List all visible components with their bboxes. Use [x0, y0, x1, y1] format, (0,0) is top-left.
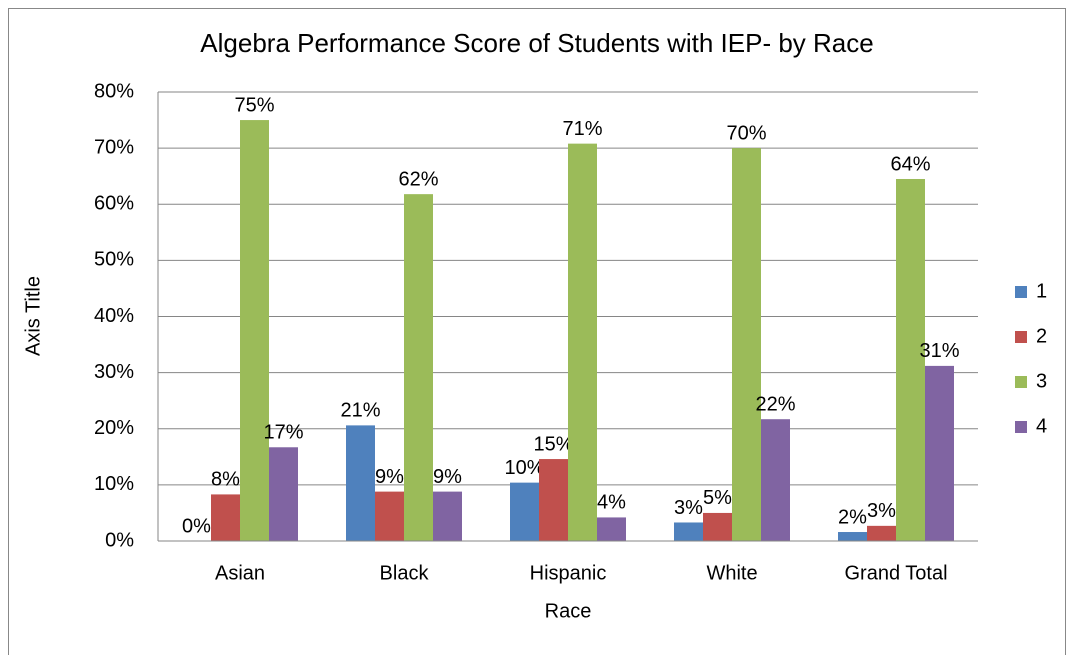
value-label: 9%: [433, 466, 462, 488]
value-label: 31%: [919, 340, 959, 362]
bar: [346, 425, 375, 541]
y-tick-label: 40%: [94, 305, 134, 327]
bar: [404, 194, 433, 541]
y-tick-label: 70%: [94, 136, 134, 158]
legend-swatch: [1015, 376, 1027, 388]
legend-swatch: [1015, 421, 1027, 433]
bar: [732, 148, 761, 541]
y-tick-label: 50%: [94, 249, 134, 271]
value-label: 71%: [562, 118, 602, 140]
value-label: 62%: [398, 168, 438, 190]
value-label: 21%: [340, 400, 380, 422]
value-label: 17%: [263, 422, 303, 444]
value-label: 9%: [375, 466, 404, 488]
value-label: 3%: [867, 500, 896, 522]
y-tick-label: 80%: [94, 80, 134, 102]
bar: [433, 491, 462, 541]
legend-label: 3: [1036, 370, 1047, 392]
value-label: 22%: [755, 393, 795, 415]
value-label: 75%: [234, 94, 274, 116]
y-tick-label: 60%: [94, 193, 134, 215]
x-tick-label: Black: [380, 562, 430, 584]
bar: [510, 482, 539, 541]
value-label: 8%: [211, 469, 240, 491]
x-tick-label: White: [706, 562, 757, 584]
bar: [867, 525, 896, 541]
bar: [761, 419, 790, 541]
y-axis-title: Axis Title: [22, 276, 44, 356]
value-label: 2%: [838, 506, 867, 528]
y-tick-label: 10%: [94, 473, 134, 495]
x-axis-title: Race: [545, 600, 592, 622]
y-tick-label: 30%: [94, 361, 134, 383]
legend-label: 2: [1036, 325, 1047, 347]
x-tick-label: Grand Total: [844, 562, 947, 584]
bar: [838, 532, 867, 541]
value-label: 64%: [890, 153, 930, 175]
legend-label: 1: [1036, 280, 1047, 302]
value-label: 70%: [726, 122, 766, 144]
bar: [240, 120, 269, 541]
value-label: 4%: [597, 492, 626, 514]
legend-label: 4: [1036, 415, 1047, 437]
bar: [375, 491, 404, 541]
value-label: 10%: [504, 457, 544, 479]
bar: [539, 459, 568, 541]
bar: [703, 512, 732, 541]
bar: [568, 143, 597, 541]
value-label: 5%: [703, 487, 732, 509]
bar: [896, 178, 925, 541]
bar: [211, 494, 240, 541]
chart-border: [8, 8, 1066, 655]
legend-swatch: [1015, 331, 1027, 343]
value-label: 15%: [533, 433, 573, 455]
bar: [925, 365, 954, 541]
x-tick-label: Asian: [215, 562, 265, 584]
y-tick-label: 0%: [105, 529, 134, 551]
bar: [674, 522, 703, 541]
bar: [269, 447, 298, 541]
value-label: 0%: [182, 515, 211, 537]
legend-swatch: [1015, 286, 1027, 298]
y-tick-label: 20%: [94, 417, 134, 439]
x-tick-label: Hispanic: [530, 562, 607, 584]
value-label: 3%: [674, 497, 703, 519]
chart-title: Algebra Performance Score of Students wi…: [200, 28, 873, 58]
bar: [597, 517, 626, 541]
